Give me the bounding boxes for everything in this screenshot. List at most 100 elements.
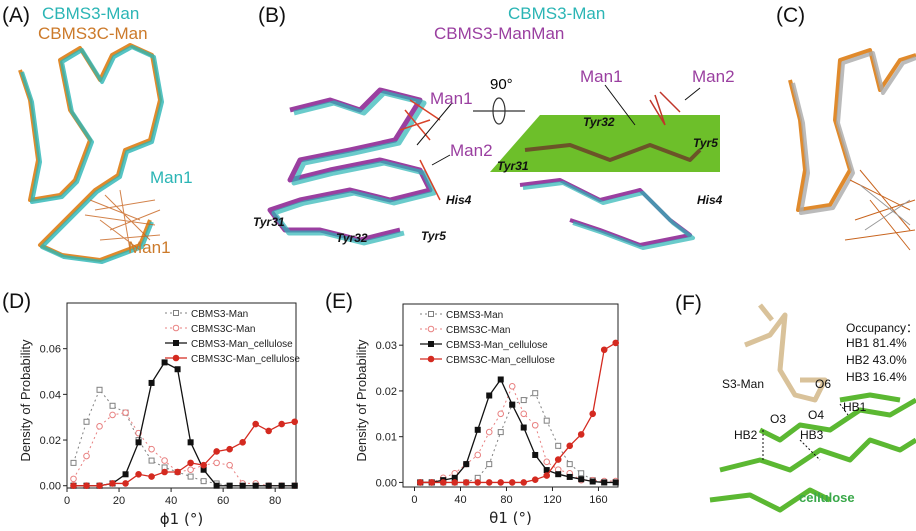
data-point xyxy=(265,482,272,489)
y-tick-label: 0.06 xyxy=(40,344,61,356)
x-tick-label: 160 xyxy=(589,494,607,506)
data-point xyxy=(122,480,129,487)
label-b-right-tyr31: Tyr31 xyxy=(497,159,529,173)
legend-marker xyxy=(427,355,435,363)
data-point xyxy=(416,479,424,486)
data-point xyxy=(122,409,129,416)
legend-marker xyxy=(172,324,180,332)
legend-marker xyxy=(428,311,434,317)
series-cbms3c-man-cellulose: CBMS3C-Man_cellulose xyxy=(70,354,300,490)
data-point xyxy=(226,461,233,469)
data-point xyxy=(96,482,103,490)
data-point xyxy=(96,386,103,393)
series-cbms3-man: CBMS3-Man xyxy=(417,310,619,486)
data-point xyxy=(161,457,168,464)
data-point xyxy=(566,473,573,480)
legend-cbms3-man-b: CBMS3-Man xyxy=(508,4,606,23)
y-tick-label: 0.03 xyxy=(376,340,397,352)
data-point xyxy=(566,442,574,450)
data-point xyxy=(554,456,562,463)
plot-frame xyxy=(66,302,297,489)
legend-label: CBMS3-Man xyxy=(446,310,503,321)
rotation-label: 90° xyxy=(490,76,513,93)
label-b-right-man1: Man1 xyxy=(580,67,623,86)
series-line xyxy=(420,385,616,483)
data-point xyxy=(291,418,298,426)
data-point xyxy=(555,442,562,449)
data-point xyxy=(213,459,220,467)
legend-label: CBMS3C-Man xyxy=(446,325,510,336)
x-tick-label: 0 xyxy=(64,495,70,507)
data-point xyxy=(520,397,527,404)
y-axis-label: Density of Probability xyxy=(354,339,369,462)
legend-marker xyxy=(172,354,180,362)
legend-label: CBMS3C-Man_cellulose xyxy=(191,354,300,365)
label-o3: O3 xyxy=(770,412,787,426)
data-point xyxy=(497,376,504,383)
x-axis-label: ϕ1 (°) xyxy=(160,510,203,528)
data-point xyxy=(213,482,220,489)
data-point xyxy=(543,472,551,479)
legend-marker xyxy=(427,325,435,333)
x-tick-label: 0 xyxy=(411,494,417,506)
data-point xyxy=(265,427,272,435)
data-point xyxy=(520,424,527,431)
plot-frame xyxy=(402,303,619,488)
x-tick-label: 20 xyxy=(113,495,125,507)
occupancy-hb2: HB2 43.0% xyxy=(846,353,907,367)
label-b-left-tyr32: Tyr32 xyxy=(336,231,368,245)
legend-label: CBMS3-Man xyxy=(191,309,248,320)
data-point xyxy=(187,466,194,474)
data-point xyxy=(239,482,246,489)
label-a-man1-orange: Man1 xyxy=(128,238,171,257)
legend-label: CBMS3-Man_cellulose xyxy=(191,339,293,350)
series-cbms3c-man-cellulose: CBMS3C-Man_cellulose xyxy=(416,339,620,486)
data-point xyxy=(70,475,77,483)
data-point xyxy=(83,452,90,460)
label-b-left-man1: Man1 xyxy=(430,89,473,108)
data-point xyxy=(174,468,181,476)
data-point xyxy=(83,418,90,425)
data-point xyxy=(148,473,155,480)
legend-cbms3-manman: CBMS3-ManMan xyxy=(434,24,565,43)
label-b-right-tyr32: Tyr32 xyxy=(583,115,615,129)
series-line xyxy=(420,392,616,483)
label-b-right-his4: His4 xyxy=(697,193,723,207)
data-point xyxy=(600,346,608,354)
panel-label-c: (C) xyxy=(776,4,806,27)
label-b-right-man2: Man2 xyxy=(692,67,735,86)
legend-cbms3-man: CBMS3-Man xyxy=(42,4,140,23)
occupancy-title: Occupancy： xyxy=(846,321,916,335)
data-point xyxy=(83,482,90,490)
label-b-left-his4: His4 xyxy=(446,193,472,207)
data-point xyxy=(187,459,194,467)
data-point xyxy=(187,473,194,480)
data-point xyxy=(200,461,207,469)
data-point xyxy=(278,482,285,489)
data-point xyxy=(135,439,142,446)
data-point xyxy=(497,410,505,418)
data-point xyxy=(531,421,539,429)
label-o6: O6 xyxy=(815,377,832,391)
data-point xyxy=(485,479,493,486)
data-point xyxy=(589,478,596,485)
data-point xyxy=(109,402,116,409)
data-point xyxy=(239,439,246,446)
y-tick-label: 0.04 xyxy=(40,389,61,401)
data-point xyxy=(486,392,493,399)
panel-label-e: (E) xyxy=(325,290,353,313)
data-point xyxy=(161,359,168,366)
data-point xyxy=(200,478,207,485)
data-point xyxy=(187,439,194,446)
label-cellulose: cellulose xyxy=(799,490,855,505)
legend-marker xyxy=(173,340,179,346)
data-point xyxy=(135,470,142,478)
label-a-man1-teal: Man1 xyxy=(150,168,193,187)
legend-marker xyxy=(173,310,179,316)
data-point xyxy=(566,461,573,468)
data-point xyxy=(508,383,516,390)
label-b-left-tyr5: Tyr5 xyxy=(421,229,446,243)
data-point xyxy=(252,420,259,428)
data-point xyxy=(463,461,470,468)
